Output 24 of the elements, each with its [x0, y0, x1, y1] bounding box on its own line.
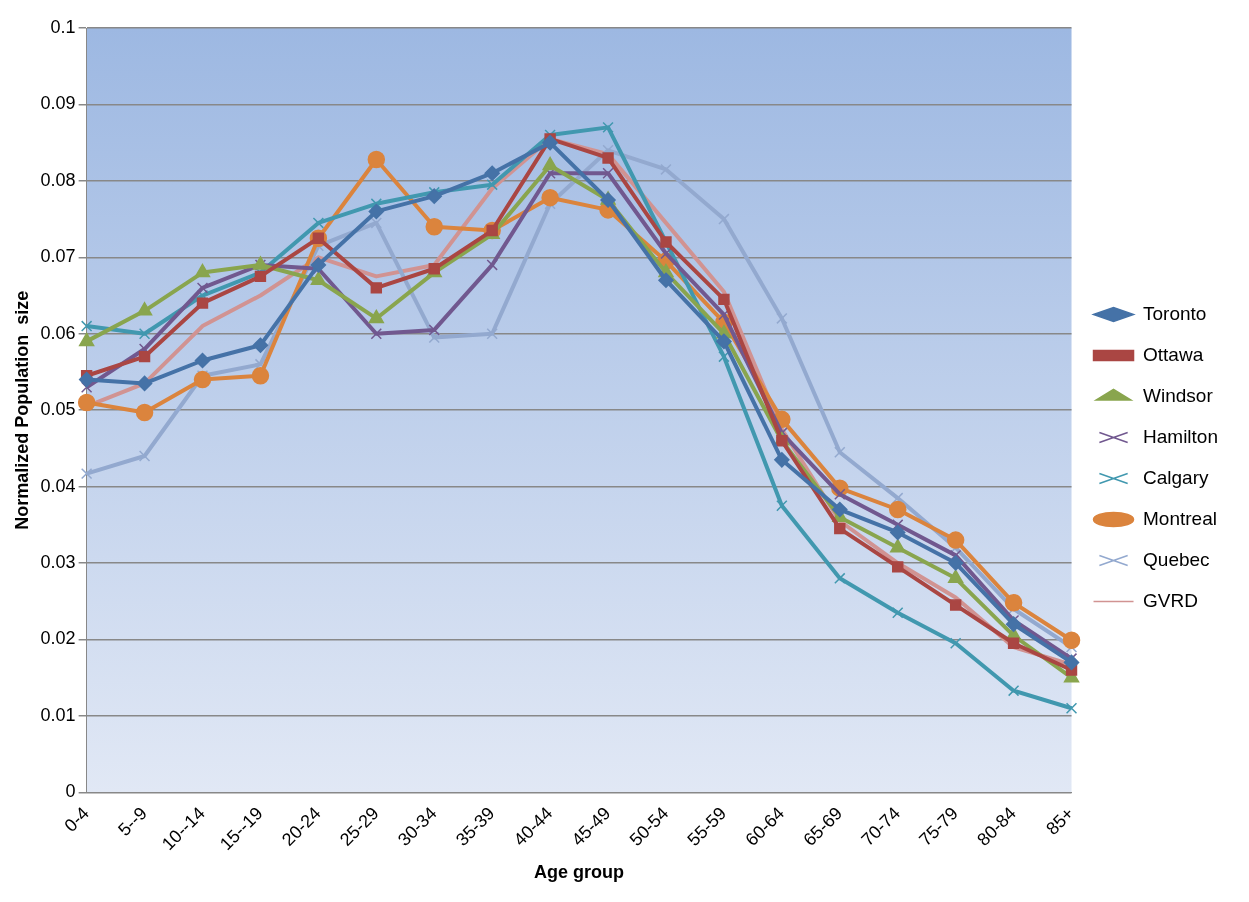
- y-tick-label: 0.02: [40, 628, 76, 649]
- y-tick-label: 0.07: [40, 246, 76, 267]
- y-tick-label: 0.04: [40, 475, 76, 496]
- legend-label: Montreal: [1143, 507, 1217, 529]
- y-tick-label: 0.05: [40, 399, 76, 420]
- y-tick-label: 0: [65, 781, 76, 802]
- x-tick-label: 5--9: [114, 803, 151, 840]
- y-tick-label: 0.09: [40, 93, 76, 114]
- y-tick-label: 0.03: [40, 552, 76, 572]
- y-tick-label: 0.01: [40, 704, 76, 725]
- legend-label: Ottawa: [1143, 343, 1204, 365]
- y-tick-label: 0.06: [40, 322, 76, 343]
- x-axis-title: Age group: [534, 862, 625, 883]
- x-tick-label: 85+: [1042, 803, 1078, 839]
- x-tick-label: 0-4: [60, 803, 93, 836]
- legend-label: Quebec: [1143, 548, 1210, 570]
- legend-label: Toronto: [1143, 302, 1207, 324]
- y-axis-title: Normalized Population size: [11, 290, 32, 530]
- legend-label: GVRD: [1143, 589, 1198, 611]
- legend-label: Windsor: [1143, 384, 1214, 406]
- y-tick-label: 0.1: [50, 16, 76, 37]
- legend-label: Hamilton: [1143, 425, 1219, 447]
- y-tick-label: 0.08: [40, 169, 76, 190]
- legend-label: Calgary: [1143, 466, 1209, 488]
